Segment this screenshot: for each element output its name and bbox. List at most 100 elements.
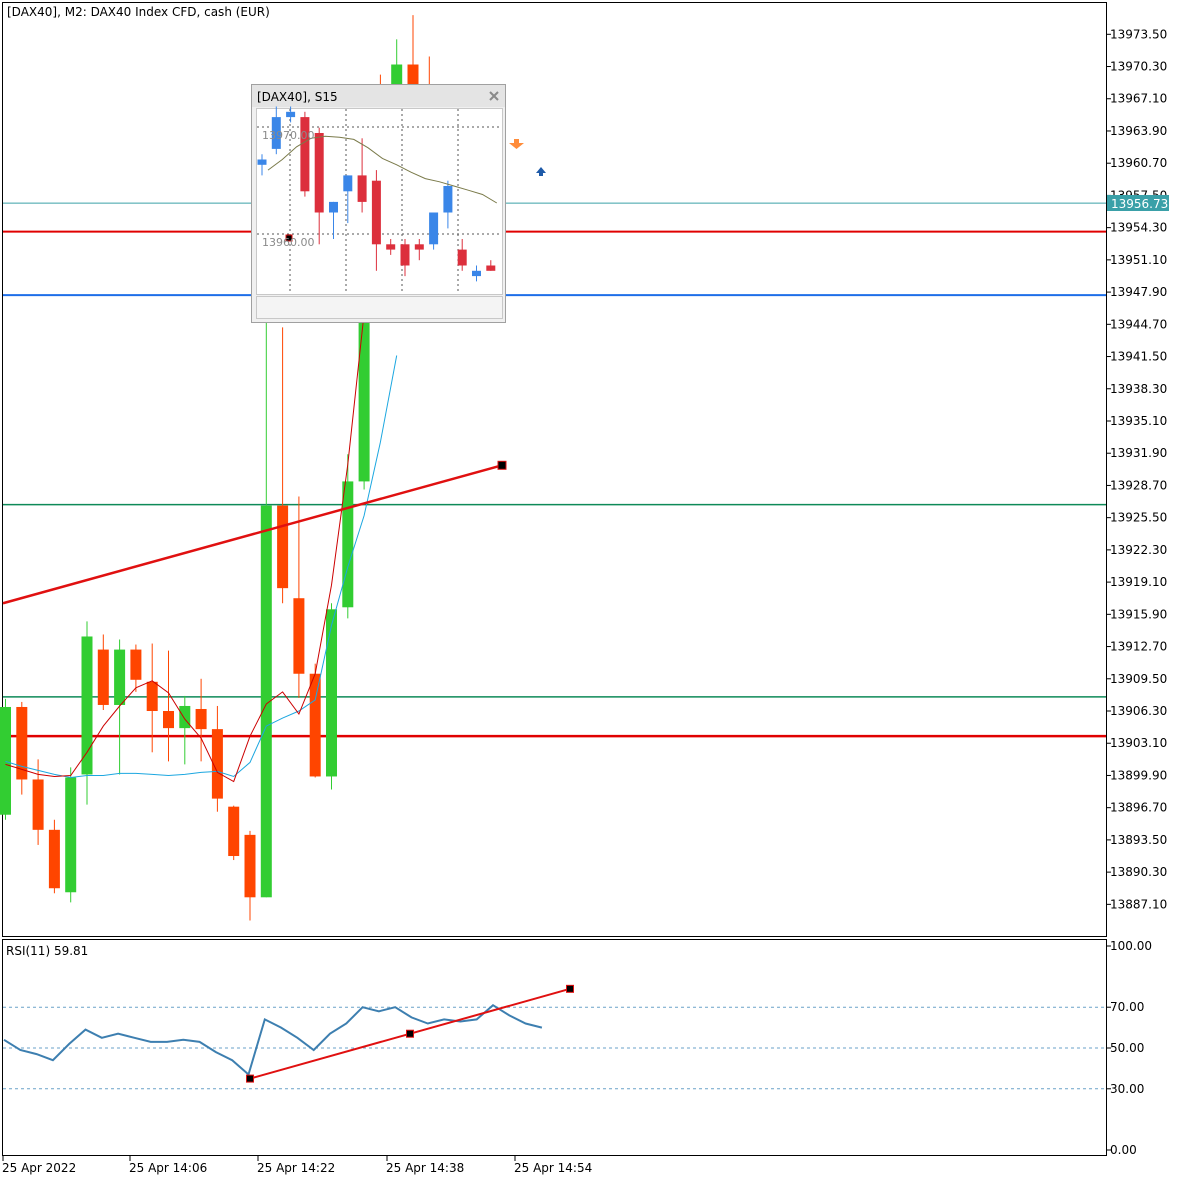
- inset-candle-bull: [343, 175, 353, 192]
- inset-window[interactable]: [DAX40], S15 13970.00 13960.00: [251, 84, 506, 323]
- price-tick-label: 13941.50: [1110, 350, 1167, 364]
- inset-candle-bull: [286, 111, 296, 118]
- rsi-tick-label: 0.00: [1110, 1143, 1137, 1157]
- price-tick-label: 13919.10: [1110, 575, 1167, 589]
- rsi-tick-label: 30.00: [1110, 1082, 1144, 1096]
- inset-candle-bear: [386, 244, 396, 250]
- moving-average-fast: [5, 141, 398, 783]
- candle-bull: [326, 609, 337, 777]
- candle-bull: [342, 481, 354, 608]
- inset-candle-bear: [400, 244, 410, 266]
- inset-candle-bear: [357, 175, 367, 202]
- price-tick-label: 13890.30: [1110, 865, 1167, 879]
- price-tick-label: 13903.10: [1110, 736, 1167, 750]
- candle-bear: [293, 598, 305, 674]
- inset-candle-bull: [443, 186, 453, 213]
- candle-bear: [211, 729, 223, 799]
- price-tick-label: 13925.50: [1110, 511, 1167, 525]
- time-tick-label: 25 Apr 14:22: [257, 1161, 335, 1175]
- price-tick-label: 13973.50: [1110, 27, 1167, 41]
- candle-bull: [358, 316, 370, 482]
- rsi-trendline-anchor: [566, 984, 574, 993]
- price-tick-label: 13896.70: [1110, 801, 1167, 815]
- candle-bear: [407, 64, 419, 87]
- inset-titlebar[interactable]: [252, 85, 505, 107]
- time-tick-label: 25 Apr 14:38: [386, 1161, 464, 1175]
- price-axis: 13973.50 13970.30 13967.10 13963.90 13960.70…: [1106, 27, 1167, 1157]
- inset-price-label-bottom: 13960.00: [262, 236, 315, 249]
- candle-bear: [163, 711, 174, 729]
- main-price-plot: [0, 15, 1106, 921]
- price-tick-label: 13928.70: [1110, 478, 1167, 492]
- candle-bear: [244, 834, 256, 898]
- price-tick-label: 13970.30: [1110, 60, 1167, 74]
- inset-candle-bear: [486, 265, 496, 271]
- candle-bear: [277, 505, 289, 589]
- price-tick-label: 13935.10: [1110, 414, 1167, 428]
- inset-candle-bull: [271, 117, 281, 149]
- candle-bear: [97, 649, 109, 705]
- bid-price-label: 13956.73: [1111, 197, 1168, 211]
- inset-candle-bear: [300, 117, 310, 192]
- rsi-plot: [3, 984, 1106, 1090]
- candle-bear: [228, 806, 240, 857]
- inset-moving-average: [267, 135, 498, 204]
- time-axis: 25 Apr 2022 25 Apr 14:06 25 Apr 14:22 25 Ap…: [2, 1156, 592, 1175]
- price-trendline: [2, 464, 503, 605]
- trendline-anchor: [497, 460, 507, 470]
- inset-candle-bull: [429, 212, 439, 245]
- candle-bear: [48, 829, 60, 889]
- inset-anchor-marker: [285, 234, 293, 242]
- rsi-trendline-anchor: [406, 1029, 414, 1038]
- candle-bull: [65, 777, 77, 893]
- inset-price-label-top: 13970.00: [262, 129, 315, 142]
- bid-price-tag: [1107, 195, 1169, 211]
- inset-candle-bull: [329, 201, 338, 213]
- price-tick-label: 13951.10: [1110, 253, 1167, 267]
- inset-candle-bear: [314, 133, 324, 213]
- price-tick-label: 13954.30: [1110, 221, 1167, 235]
- sell-arrow-icon: [509, 139, 524, 149]
- price-tick-label: 13967.10: [1110, 92, 1167, 106]
- candle-bull: [391, 64, 403, 87]
- inset-plot: [257, 106, 502, 294]
- price-tick-label: 13906.30: [1110, 704, 1167, 718]
- inset-candle-bear: [457, 249, 467, 266]
- price-tick-label: 13912.70: [1110, 640, 1167, 654]
- time-tick-label: 25 Apr 2022: [2, 1161, 76, 1175]
- rsi-tick-label: 70.00: [1110, 1000, 1144, 1014]
- chart-title: [DAX40], M2: DAX40 Index CFD, cash (EUR): [7, 5, 270, 19]
- price-tick-label: 13893.50: [1110, 833, 1167, 847]
- inset-candle-bull: [472, 270, 481, 277]
- time-tick-label: 25 Apr 14:54: [514, 1161, 592, 1175]
- rsi-tick-label: 100.00: [1110, 939, 1152, 953]
- candle-bear: [195, 708, 207, 730]
- candle-bear: [309, 673, 321, 777]
- price-tick-label: 13899.90: [1110, 768, 1167, 782]
- candle-bear: [130, 649, 142, 680]
- candle-bull: [179, 705, 191, 729]
- rsi-tick-label: 50.00: [1110, 1041, 1144, 1055]
- rsi-label: RSI(11) 59.81: [6, 944, 88, 958]
- price-tick-label: 13960.70: [1110, 156, 1167, 170]
- candle-bear: [16, 706, 28, 780]
- price-tick-label: 13915.90: [1110, 607, 1167, 621]
- price-tick-label: 13944.70: [1110, 317, 1167, 331]
- price-tick-label: 13931.90: [1110, 446, 1167, 460]
- price-tick-label: 13909.50: [1110, 672, 1167, 686]
- candle-bear: [146, 681, 158, 712]
- buy-arrow-icon: [536, 167, 546, 176]
- inset-candle-bear: [371, 180, 381, 245]
- moving-average-slow: [5, 355, 398, 779]
- price-tick-label: 13922.30: [1110, 543, 1167, 557]
- price-tick-label: 13963.90: [1110, 124, 1167, 138]
- candle-bear: [32, 779, 44, 830]
- price-tick-label: 13947.90: [1110, 285, 1167, 299]
- price-tick-label: 13938.30: [1110, 382, 1167, 396]
- inset-title: [DAX40], S15: [257, 90, 338, 104]
- close-icon[interactable]: [489, 91, 499, 101]
- price-tick-label: 13887.10: [1110, 897, 1167, 911]
- candle-bull: [114, 649, 126, 705]
- candle-bull: [0, 706, 11, 815]
